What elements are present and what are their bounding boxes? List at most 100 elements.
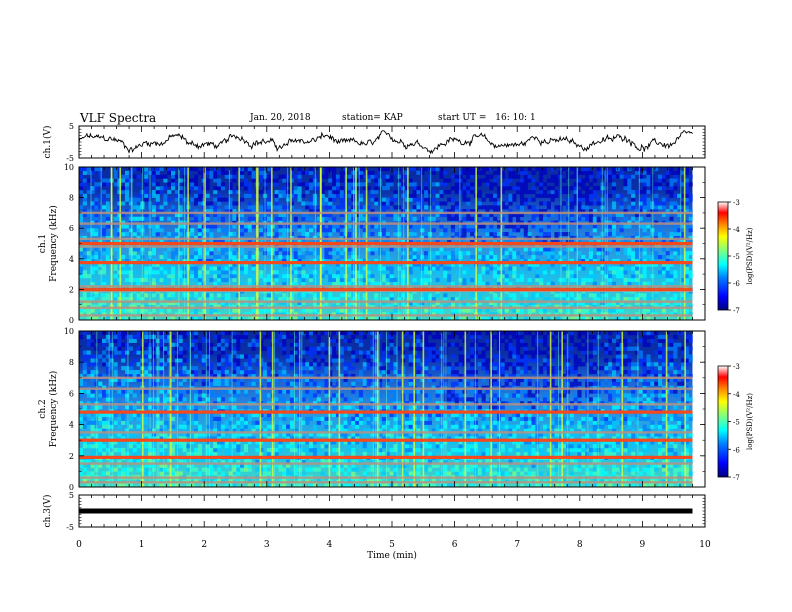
spectrogram-cell <box>155 459 160 464</box>
spectrogram-cell <box>125 405 130 410</box>
spectrogram-cell <box>186 467 191 472</box>
spectrogram-cell <box>301 212 306 218</box>
spectrogram-cell <box>562 232 567 237</box>
spectrogram-cell <box>217 432 222 437</box>
spectrogram-cell <box>163 397 168 402</box>
spectrogram-cell <box>278 193 283 198</box>
spectrogram-cell <box>224 205 229 210</box>
spectrogram-cell <box>638 274 643 279</box>
spectrogram-cell <box>573 167 578 172</box>
spectrogram-cell <box>224 262 229 267</box>
spectrogram-cell <box>527 281 532 286</box>
spectrogram-cell <box>159 483 164 488</box>
spectrogram-cell <box>335 205 341 210</box>
spectrogram-cell <box>684 197 689 202</box>
spectrogram-cell <box>493 297 498 302</box>
spectrogram-cell <box>174 247 179 252</box>
spectrogram-cell <box>243 416 249 421</box>
spectrogram-cell <box>320 285 325 290</box>
spectrogram-cell <box>335 174 341 179</box>
spectrogram-cell <box>263 420 268 425</box>
spectrogram-cell <box>82 308 87 313</box>
spectrogram-cell <box>151 212 156 218</box>
spectrogram-cell <box>232 389 237 394</box>
spectrogram-cell <box>316 224 321 229</box>
spectrogram-cell <box>581 205 586 210</box>
spectrogram-cell <box>550 212 555 218</box>
spectrogram-cell <box>431 228 436 233</box>
spectrogram-cell <box>113 366 118 371</box>
spectrogram-cell <box>385 297 390 302</box>
spectrogram-cell <box>209 393 214 398</box>
spectrogram-cell <box>86 393 91 398</box>
spectrogram-cell <box>362 266 367 271</box>
spectrogram-cell <box>247 416 252 421</box>
spectrogram-cell <box>282 189 287 195</box>
spectrogram-cell <box>558 285 563 290</box>
spectrogram-cell <box>79 424 84 429</box>
spectrogram-cell <box>232 436 237 441</box>
spectrogram-cell <box>274 228 279 233</box>
spectrogram-cell <box>669 297 674 302</box>
spectrogram-cell <box>443 274 448 279</box>
spectrogram-cell <box>102 251 107 256</box>
spectrogram-cell <box>159 362 164 367</box>
spectrogram-cell <box>121 377 126 382</box>
spectrogram-cell <box>240 212 245 218</box>
spectrogram-cell <box>266 463 272 468</box>
spectrogram-cell <box>615 300 620 305</box>
spectrogram-cell <box>309 201 314 206</box>
spectrogram-cell <box>412 281 417 286</box>
spectrogram-cell <box>232 258 237 263</box>
spectrogram-cell <box>496 193 502 198</box>
spectrogram-cell <box>688 239 693 244</box>
spectrogram-cell <box>680 170 686 175</box>
spectrogram-cell <box>673 232 678 237</box>
spectrogram-cell <box>274 277 279 283</box>
spectrogram-cell <box>665 274 670 279</box>
spectrogram-cell <box>79 451 84 457</box>
spectrogram-cell <box>236 338 241 343</box>
spectrogram-cell <box>251 266 256 271</box>
spectrogram-cell <box>289 270 295 275</box>
spectrogram-cell <box>546 281 551 286</box>
spectrogram-cell <box>136 216 141 221</box>
spectrogram-cell <box>274 262 279 267</box>
spectrogram-cell <box>420 262 425 267</box>
spectrogram-cell <box>90 471 95 476</box>
spectrogram-cell <box>366 316 371 321</box>
spectrogram-cell <box>527 251 532 256</box>
spectrogram-cell <box>519 167 525 172</box>
spectrogram-cell <box>470 258 475 263</box>
spectrogram-cell <box>163 389 168 394</box>
spectrogram-cell <box>654 201 659 206</box>
spectrogram-cell <box>546 258 551 263</box>
spectrogram-cell <box>412 251 417 256</box>
spectrogram-cell <box>550 193 555 198</box>
spectrogram-cell <box>339 224 344 229</box>
spectrogram-cell <box>155 170 160 175</box>
spectrogram-cell <box>266 251 272 256</box>
spectrogram-cell <box>504 258 509 263</box>
spectrogram-cell <box>447 178 452 183</box>
spectrogram-cell <box>255 483 260 488</box>
spectrogram-cell <box>424 189 429 195</box>
spectrogram-cell <box>79 251 84 256</box>
spectrogram-cell <box>565 197 571 202</box>
spectrogram-cell <box>370 197 375 202</box>
spectrogram-cell <box>247 354 252 359</box>
spectrogram-cell <box>604 270 609 275</box>
spectrogram-cell <box>493 178 498 183</box>
spectrogram-cell <box>634 258 640 263</box>
spectrogram-cell <box>178 350 183 355</box>
spectrogram-cell <box>144 440 149 445</box>
spectrogram-cell <box>443 212 448 218</box>
spectrogram-cell <box>98 182 103 187</box>
spectrogram-cell <box>105 354 110 359</box>
spectrogram-cell <box>370 247 375 252</box>
spectrogram-cell <box>105 393 110 398</box>
spectrogram-cell <box>82 297 87 302</box>
spectrogram-cell <box>631 254 636 260</box>
spectrogram-cell <box>251 358 256 363</box>
spectrogram-cell <box>151 205 156 210</box>
